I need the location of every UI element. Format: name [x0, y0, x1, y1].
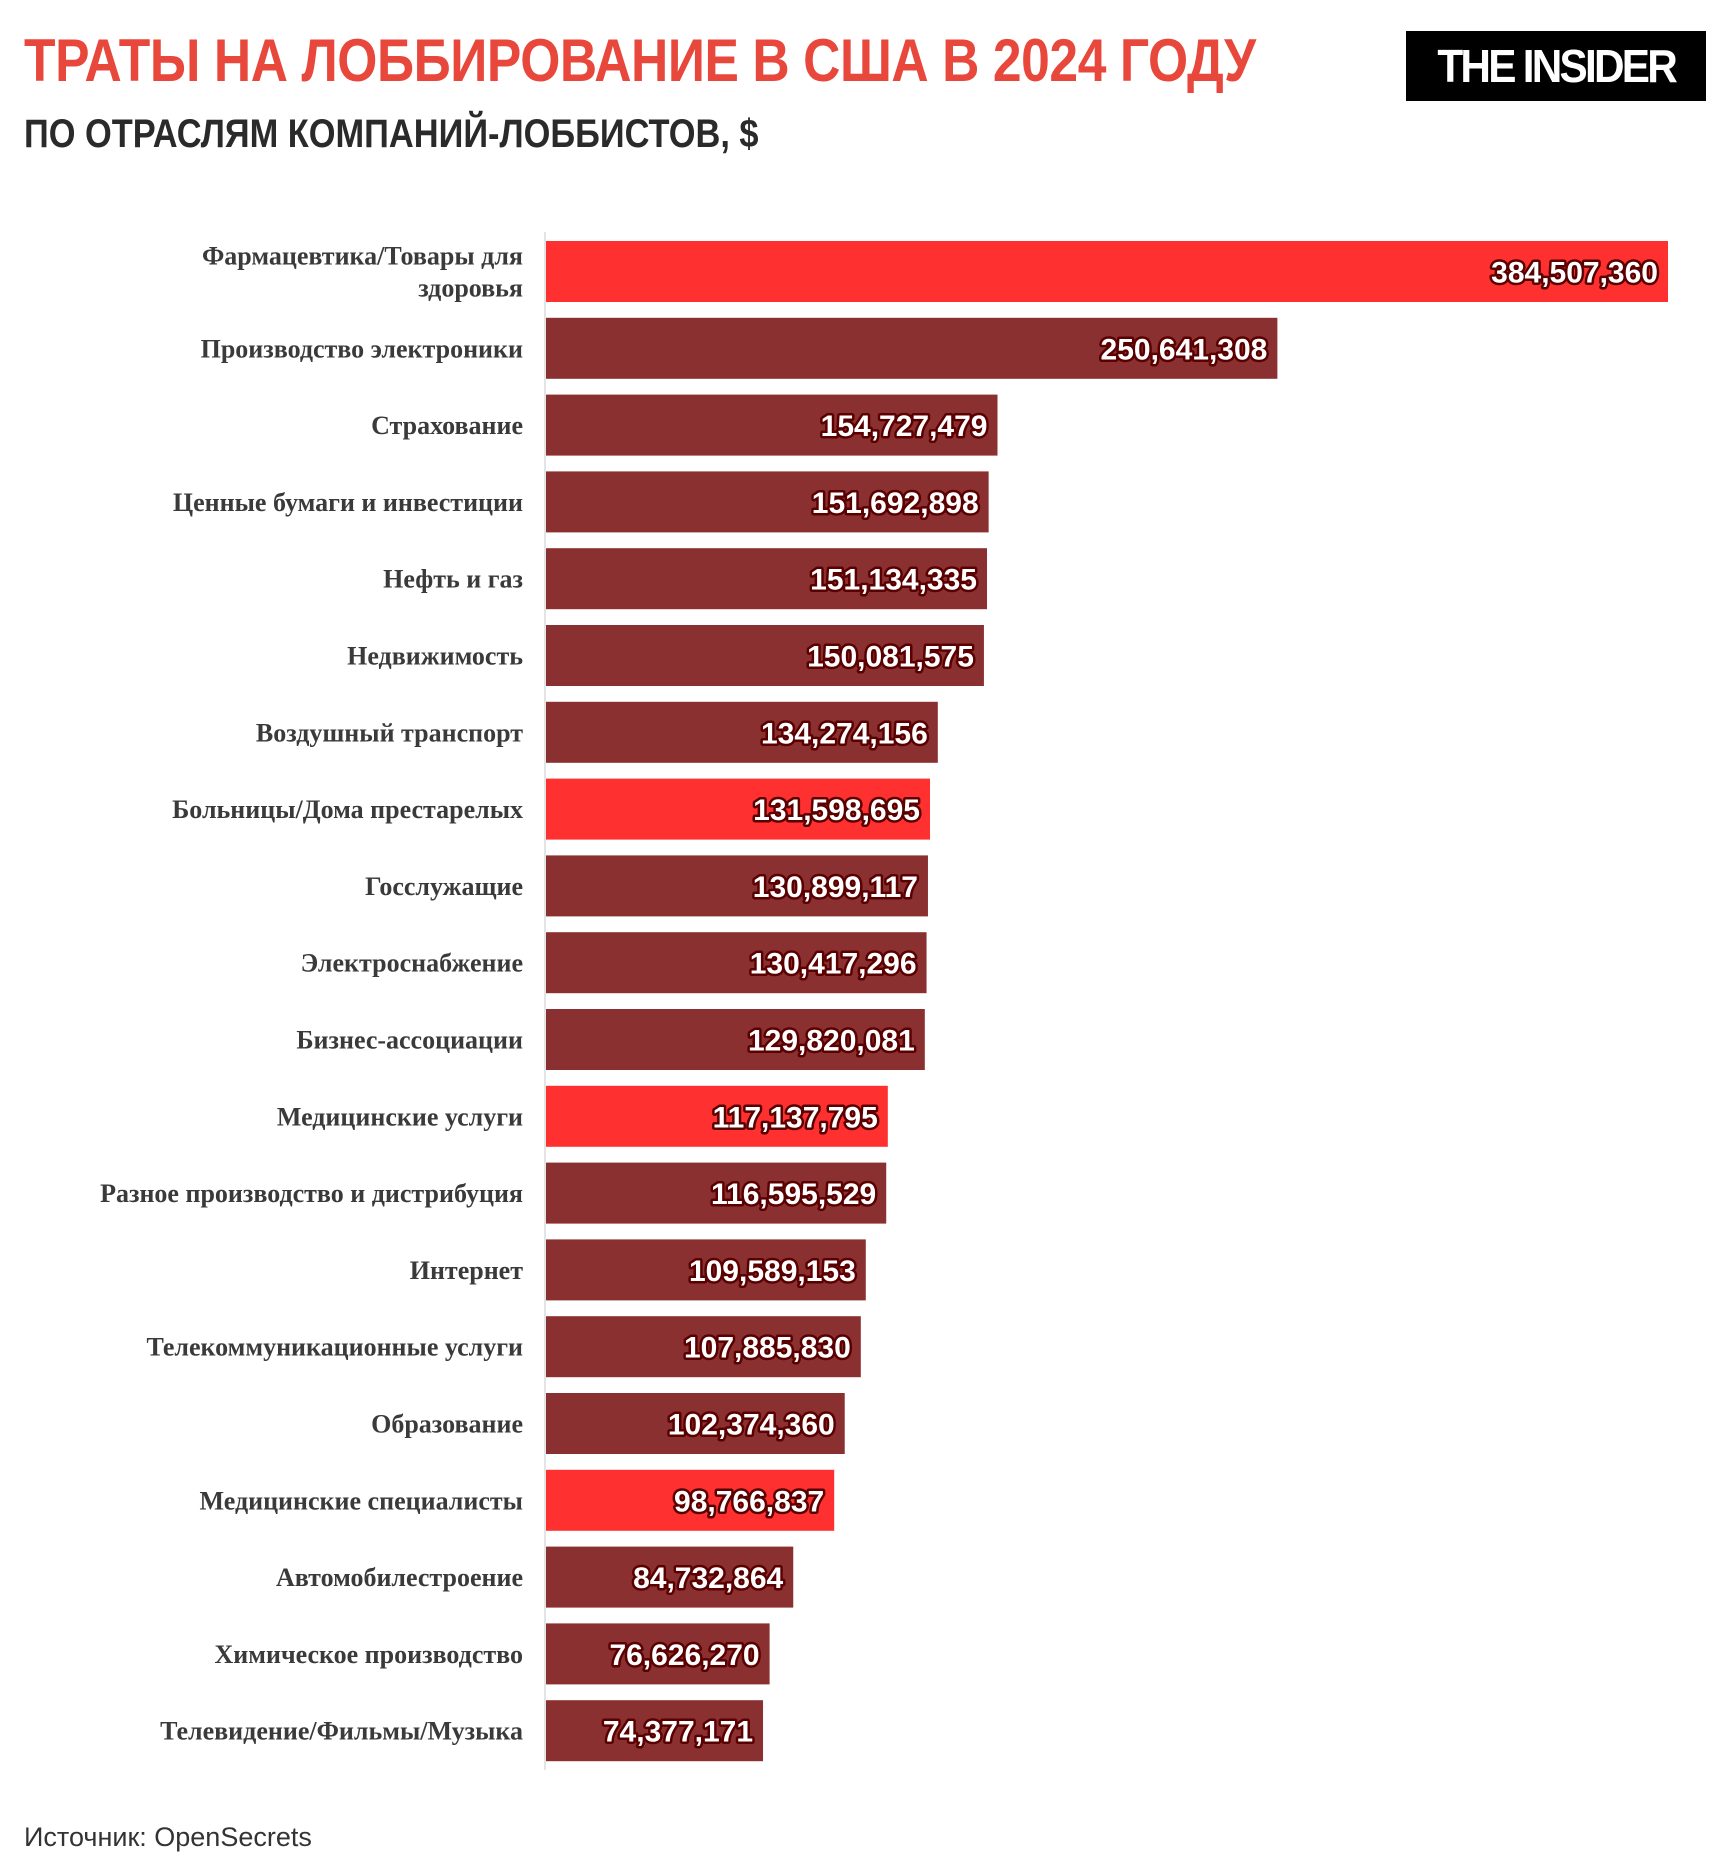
chart-subtitle: ПО ОТРАСЛЯМ КОМПАНИЙ-ЛОББИСТОВ, $ [24, 112, 759, 156]
value-label: 130,417,296 [750, 948, 917, 981]
chart-title: ТРАТЫ НА ЛОББИРОВАНИЕ В США В 2024 ГОДУ [24, 27, 1256, 94]
category-label: Нефть и газ [383, 565, 523, 594]
bar [546, 1393, 845, 1454]
value-label: 134,274,156 [761, 717, 928, 750]
category-label: Фармацевтика/Товары для [202, 242, 523, 271]
bar [546, 778, 931, 840]
source-note: Источник: OpenSecrets [24, 1822, 312, 1852]
bar [546, 317, 1278, 379]
value-label: 116,595,529 [711, 1178, 876, 1211]
bar [546, 1623, 770, 1685]
bar [546, 1162, 887, 1224]
value-label: 109,589,153 [689, 1255, 856, 1288]
value-label: 107,885,830 [684, 1332, 851, 1365]
category-label: Страхование [371, 411, 523, 440]
value-label: 154,727,479 [821, 410, 988, 443]
value-label: 117,137,795 [713, 1101, 878, 1134]
bar [546, 932, 927, 994]
category-label: Недвижимость [347, 642, 523, 671]
category-label: Образование [371, 1410, 523, 1439]
bar [546, 1085, 888, 1147]
category-label: Химическое производство [215, 1640, 524, 1669]
bar [546, 1546, 794, 1608]
logo-text: THE INSIDER [1437, 40, 1677, 92]
bar [546, 1316, 861, 1378]
category-label: Автомобилестроение [276, 1563, 523, 1592]
category-label: Телекоммуникационные услуги [146, 1333, 523, 1362]
value-label: 102,374,360 [668, 1409, 835, 1442]
bar [546, 701, 938, 763]
category-label: Интернет [410, 1256, 523, 1285]
bar [546, 241, 1668, 302]
value-label: 151,692,898 [812, 487, 979, 520]
category-label: Медицинские услуги [277, 1102, 523, 1131]
category-label: Медицинские специалисты [200, 1486, 523, 1515]
value-label: 130,899,117 [753, 871, 918, 904]
bar [546, 1469, 835, 1531]
bar [546, 855, 928, 917]
value-label: 131,598,695 [753, 794, 920, 827]
bar [546, 1700, 764, 1762]
category-label: здоровья [418, 274, 523, 303]
value-label: 76,626,270 [609, 1639, 759, 1672]
category-label: Ценные бумаги и инвестиции [173, 488, 523, 517]
value-label: 250,641,308 [1101, 333, 1268, 366]
category-label: Телевидение/Фильмы/Музыка [160, 1717, 523, 1746]
category-label: Электроснабжение [301, 949, 523, 978]
value-label: 151,134,335 [810, 564, 977, 597]
category-label: Воздушный транспорт [256, 718, 523, 747]
value-label: 84,732,864 [633, 1562, 783, 1595]
bar [546, 1009, 925, 1070]
category-label: Производство электроники [201, 334, 523, 363]
value-label: 74,377,171 [603, 1716, 753, 1749]
bar [546, 625, 984, 686]
value-label: 384,507,360 [1491, 257, 1658, 290]
the-insider-logo: THE INSIDER [1406, 31, 1706, 101]
bar [546, 548, 988, 610]
category-label: Разное производство и дистрибуция [100, 1179, 523, 1208]
bar [546, 471, 989, 533]
value-label: 98,766,837 [674, 1485, 824, 1518]
category-label: Бизнес-ассоциации [296, 1026, 523, 1055]
category-label: Госслужащие [365, 872, 523, 901]
value-label: 129,820,081 [748, 1025, 915, 1058]
category-label: Больницы/Дома престарелых [172, 795, 523, 824]
value-label: 150,081,575 [807, 641, 974, 674]
bar [546, 394, 998, 456]
bar [546, 1239, 866, 1301]
